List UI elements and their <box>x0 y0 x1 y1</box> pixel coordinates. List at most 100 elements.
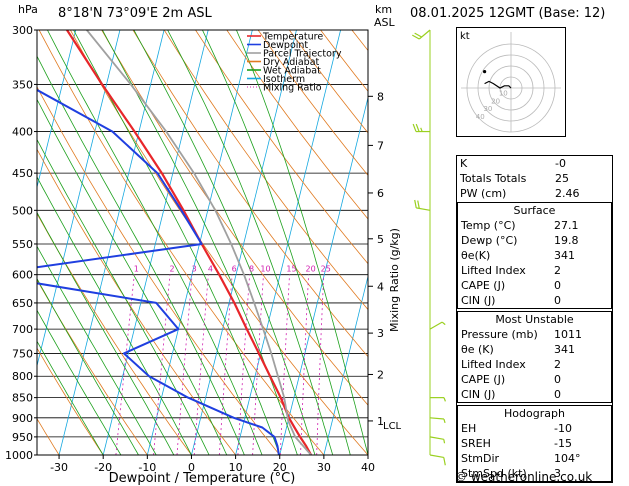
pressure-tick-label: 600 <box>12 269 33 282</box>
dry-adiabat-line <box>37 212 192 455</box>
km-axis-unit: km <box>375 3 393 16</box>
km-tick-label: 2 <box>377 368 384 381</box>
surface-section: Surface Temp (°C) 27.1 Dewp (°C) 19.8 θe(K) 3… <box>457 202 612 309</box>
km-tick-label: 8 <box>377 90 384 103</box>
pressure-tick-label: 550 <box>12 238 33 251</box>
wet-adiabat-line <box>37 55 245 455</box>
wet-adiabat-line <box>133 30 316 455</box>
surface-value: 27.1 <box>554 219 579 232</box>
temp-tick-label: -10 <box>138 461 156 474</box>
credit-text: © weatheronline.co.uk <box>455 470 593 484</box>
index-label: K <box>460 157 468 170</box>
wind-barb-flag <box>443 439 446 444</box>
dry-adiabat-line <box>101 30 368 406</box>
mixing-ratio-label: 25 <box>321 265 331 274</box>
temp-tick-label: 30 <box>317 461 331 474</box>
wind-barb-flag <box>414 199 417 209</box>
hodograph-stat-label: SREH <box>461 437 491 450</box>
mixing-ratio-label: 8 <box>249 265 254 274</box>
dry-adiabat-line <box>195 30 368 265</box>
most-unstable-label: Lifted Index <box>461 358 526 371</box>
surface-label: θe(K) <box>461 249 491 262</box>
wind-barb-flag <box>441 321 446 326</box>
surface-value: 19.8 <box>554 234 579 247</box>
pressure-tick-label: 450 <box>12 167 33 180</box>
hodograph-unit: kt <box>460 31 470 42</box>
most-unstable-row: Pressure (mb) 1011 <box>458 327 611 342</box>
isotherm-line <box>279 96 368 455</box>
surface-title: Surface <box>513 204 556 217</box>
wet-adiabat-line <box>73 30 281 455</box>
index-label: Totals Totals <box>460 172 527 185</box>
wet-adiabat-line <box>37 277 139 455</box>
dry-adiabat-line <box>38 30 325 455</box>
surface-row: θe(K) 341 <box>458 248 611 263</box>
wind-barb <box>416 207 431 211</box>
location-title: 8°18'N 73°09'E 2m ASL <box>58 6 212 21</box>
most-unstable-title: Most Unstable <box>495 313 574 326</box>
hodograph-storm-motion <box>483 70 487 74</box>
pressure-tick-label: 700 <box>12 323 33 336</box>
surface-value: 0 <box>554 294 561 307</box>
mixing-ratio-line <box>153 274 171 455</box>
legend-label: Dry Adiabat <box>263 57 320 68</box>
hodograph-stat-row: StmSpd (kt) 3 <box>458 466 611 481</box>
pressure-tick-label: 650 <box>12 297 33 310</box>
wind-barb <box>429 454 444 459</box>
wind-barb <box>418 29 431 40</box>
hodograph-ring-label: 40 <box>476 113 485 121</box>
mixing-ratio-label: 2 <box>169 265 174 274</box>
hodograph-panel: kt 10 20 30 40 <box>456 27 566 137</box>
surface-value: 2 <box>554 264 561 277</box>
surface-row: Temp (°C) 27.1 <box>458 218 611 233</box>
hodograph-stat-value: 104° <box>554 452 581 465</box>
wind-barb-flag <box>412 34 420 40</box>
hodograph-ring-label: 30 <box>483 105 492 113</box>
surface-label: CAPE (J) <box>461 279 506 292</box>
isotherm-line <box>323 274 368 455</box>
wet-adiabat-line <box>37 245 157 455</box>
hodograph-ring-label: 10 <box>499 90 508 98</box>
plot-frame <box>36 29 369 456</box>
legend-label: Temperature <box>262 32 323 43</box>
hodograph-stats-title: Hodograph <box>504 407 565 420</box>
hodograph-stat-row: EH -10 <box>458 421 611 436</box>
km-tick-label: 1 <box>377 415 384 428</box>
index-row: PW (cm) 2.46 <box>457 186 612 201</box>
surface-value: 341 <box>554 249 575 262</box>
hodograph-stat-label: StmDir <box>461 452 500 465</box>
km-tick-label: 4 <box>377 280 384 293</box>
wet-adiabat-line <box>47 30 263 455</box>
legend-label: Mixing Ratio <box>263 83 322 94</box>
dry-adiabat-line <box>37 347 104 455</box>
hodograph-stats-section: Hodograph EH -10 SREH -15 StmDir 104° StmSpd (… <box>457 405 612 482</box>
asl-axis-unit: ASL <box>374 16 395 29</box>
most-unstable-label: CIN (J) <box>461 388 496 401</box>
index-value: -0 <box>555 157 566 170</box>
most-unstable-row: θe (K) 341 <box>458 342 611 357</box>
hodograph-ring-label: 20 <box>491 97 500 105</box>
dry-adiabat-line <box>163 30 368 311</box>
km-tick-label: 6 <box>377 187 384 200</box>
wet-adiabat-line <box>37 176 192 455</box>
most-unstable-value: 341 <box>554 343 575 356</box>
surface-label: Dewp (°C) <box>461 234 518 247</box>
index-value: 25 <box>555 172 569 185</box>
most-unstable-value: 1011 <box>554 328 582 341</box>
index-row: K -0 <box>457 156 612 171</box>
surface-row: Lifted Index 2 <box>458 263 611 278</box>
wind-barb-flag <box>420 127 423 132</box>
mixing-ratio-label: 3 <box>192 265 197 274</box>
wind-barb <box>429 417 444 420</box>
hodograph-stat-label: EH <box>461 422 477 435</box>
wind-barb-flag <box>443 397 446 402</box>
wind-barb <box>429 436 444 440</box>
pressure-tick-label: 750 <box>12 347 33 360</box>
index-label: PW (cm) <box>460 187 507 200</box>
legend-label: Isotherm <box>263 74 305 85</box>
surface-row: CIN (J) 0 <box>458 293 611 308</box>
hodograph-stat-row: StmDir 104° <box>458 451 611 466</box>
wet-adiabat-line <box>102 30 298 455</box>
